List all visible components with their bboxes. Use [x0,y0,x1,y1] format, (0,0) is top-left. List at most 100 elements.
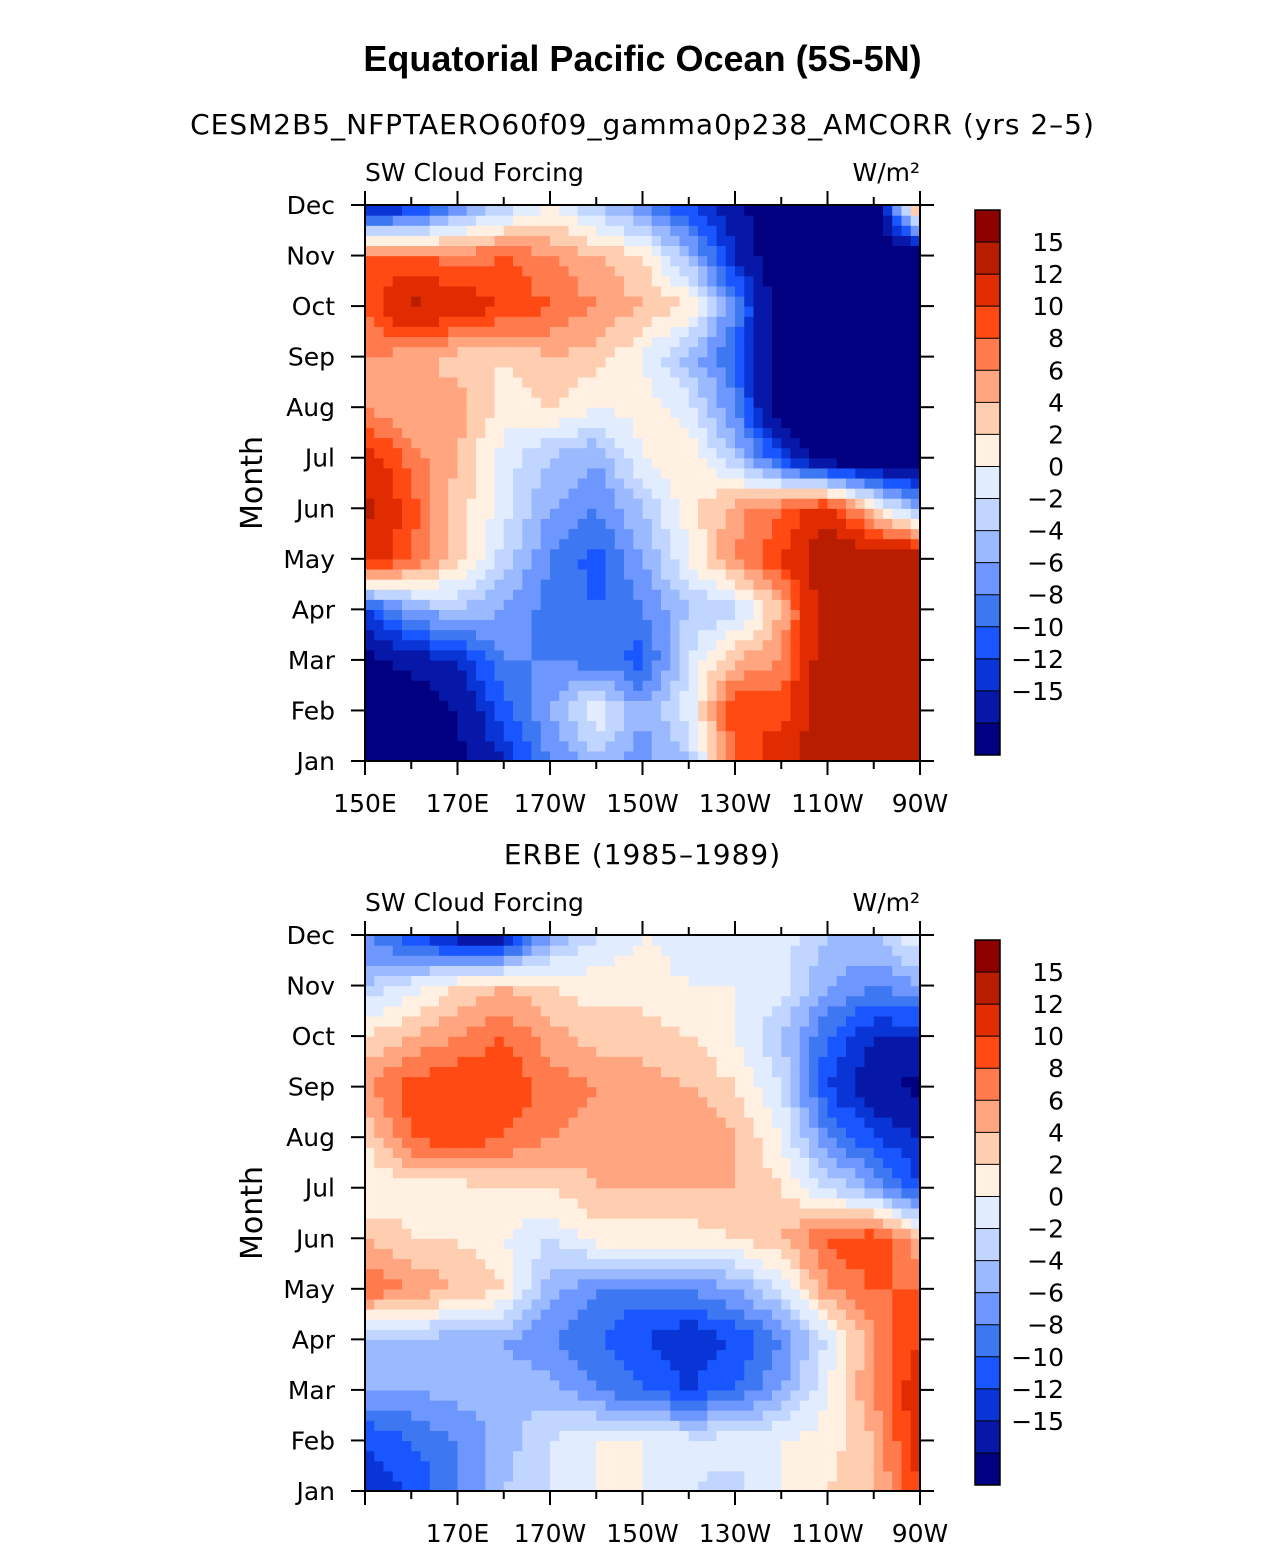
colorbar-label: 2 [1048,420,1064,449]
contour-cell [837,559,847,570]
contour-cell [680,306,690,317]
contour-cell [698,609,708,620]
contour-cell [624,670,634,681]
contour-cell [652,539,662,550]
contour-cell [541,609,551,620]
contour-cell [495,397,505,408]
contour-cell [874,1430,884,1441]
contour-cell [541,660,551,671]
contour-cell [643,316,653,327]
contour-cell [892,245,902,256]
contour-cell [393,1380,403,1391]
contour-cell [402,528,412,539]
contour-cell [717,266,727,277]
contour-cell [744,741,754,752]
panel-2-title: ERBE (1985–1989) [0,838,1285,871]
contour-cell [615,448,625,459]
contour-cell [615,205,625,216]
contour-cell [569,256,579,267]
contour-cell [559,225,569,236]
contour-cell [643,710,653,721]
contour-cell [680,1258,690,1269]
contour-cell [430,478,440,489]
contour-cell [883,1410,893,1421]
contour-cell [652,1329,662,1340]
contour-cell [448,1319,458,1330]
colorbar-box [975,723,1000,755]
contour-cell [624,579,634,590]
contour-cell [578,256,588,267]
contour-cell [717,1481,727,1492]
contour-cell [828,751,838,762]
contour-cell [754,438,764,449]
contour-cell [467,721,477,732]
contour-cell [532,1238,542,1249]
contour-cell [550,731,560,742]
contour-cell [467,448,477,459]
contour-cell [485,377,495,388]
contour-cell [689,670,699,681]
contour-cell [689,721,699,732]
contour-cell [578,1360,588,1371]
contour-cell [495,1339,505,1350]
contour-cell [467,1440,477,1451]
contour-cell [800,1461,810,1472]
contour-cell [513,367,523,378]
contour-cell [393,630,403,641]
contour-cell [652,640,662,651]
contour-cell [458,630,468,641]
contour-cell [800,1400,810,1411]
contour-cell [504,751,514,762]
contour-cell [680,650,690,661]
contour-cell [578,336,588,347]
contour-cell [550,1309,560,1320]
contour-cell [421,599,431,610]
contour-cell [661,599,671,610]
contour-cell [569,1400,579,1411]
contour-cell [421,266,431,277]
contour-cell [680,1269,690,1280]
contour-cell [421,407,431,418]
contour-cell [615,1461,625,1472]
contour-cell [828,650,838,661]
contour-cell [643,1440,653,1451]
contour-cell [365,468,375,479]
contour-cell [495,1410,505,1421]
contour-cell [892,1238,902,1249]
contour-cell [846,1370,856,1381]
contour-cell [754,710,764,721]
contour-cell [374,1390,384,1401]
contour-cell [865,1410,875,1421]
contour-cell [680,1299,690,1310]
contour-cell [541,549,551,560]
contour-cell [680,528,690,539]
contour-cell [559,478,569,489]
contour-cell [772,225,782,236]
contour-cell [393,286,403,297]
contour-cell [485,1228,495,1239]
contour-cell [522,336,532,347]
contour-cell [800,1228,810,1239]
contour-cell [670,1339,680,1350]
contour-cell [818,559,828,570]
contour-cell [717,630,727,641]
contour-cell [661,549,671,560]
contour-cell [883,1349,893,1360]
contour-cell [439,225,449,236]
contour-cell [754,579,764,590]
contour-cell [467,1390,477,1401]
contour-cell [818,630,828,641]
contour-cell [587,609,597,620]
contour-cell [652,650,662,661]
contour-cell [865,347,875,358]
contour-cell [633,609,643,620]
y-tick-label: May [283,545,335,574]
contour-cell [661,569,671,580]
contour-cell [365,741,375,752]
contour-cell [411,235,421,246]
contour-cell [541,1430,551,1441]
contour-cell [800,1440,810,1451]
contour-cell [458,1289,468,1300]
contour-cell [448,438,458,449]
contour-cell [624,1258,634,1269]
